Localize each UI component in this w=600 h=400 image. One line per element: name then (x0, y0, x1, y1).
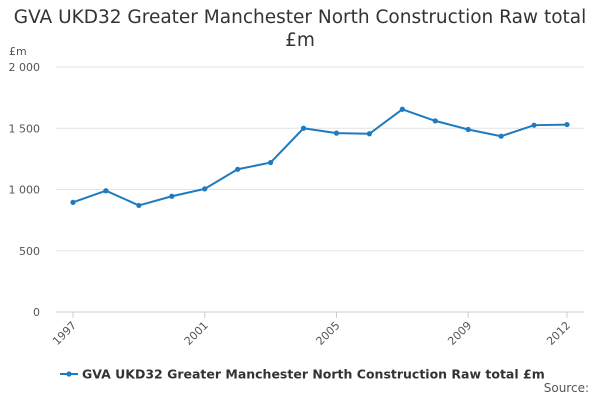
chart-title: GVA UKD32 Greater Manchester North Const… (13, 7, 587, 51)
data-point[interactable] (169, 193, 175, 199)
y-tick-label: 1 500 (9, 122, 41, 135)
legend-marker (66, 371, 72, 377)
y-axis-label: £m (9, 45, 27, 58)
series-line (72, 108, 568, 207)
data-point[interactable] (300, 125, 307, 131)
data-point[interactable] (103, 188, 109, 194)
x-tick-label: 2012 (544, 319, 573, 348)
data-point[interactable] (202, 186, 208, 192)
y-tick-label: 1 000 (9, 184, 41, 197)
x-tick-label: 2001 (182, 319, 211, 348)
data-point[interactable] (465, 126, 471, 133)
source-label: Source: (543, 381, 589, 395)
data-point[interactable] (564, 121, 570, 128)
x-tick-label: 1997 (50, 319, 79, 348)
legend-label[interactable]: GVA UKD32 Greater Manchester North Const… (82, 367, 545, 382)
data-point[interactable] (399, 106, 405, 112)
data-point[interactable] (70, 199, 76, 205)
data-point[interactable] (531, 122, 537, 128)
y-tick-label: 2 000 (9, 61, 41, 74)
data-point[interactable] (366, 131, 372, 137)
x-tick-label: 2005 (314, 319, 343, 348)
x-tick-label: 2009 (445, 319, 474, 348)
y-tick-label: 0 (33, 306, 40, 319)
y-tick-label: 500 (19, 245, 40, 258)
data-point[interactable] (498, 133, 504, 139)
data-point[interactable] (136, 202, 142, 209)
data-point[interactable] (268, 159, 274, 166)
data-point[interactable] (235, 166, 241, 172)
data-point[interactable] (333, 130, 340, 136)
data-point[interactable] (432, 118, 438, 124)
